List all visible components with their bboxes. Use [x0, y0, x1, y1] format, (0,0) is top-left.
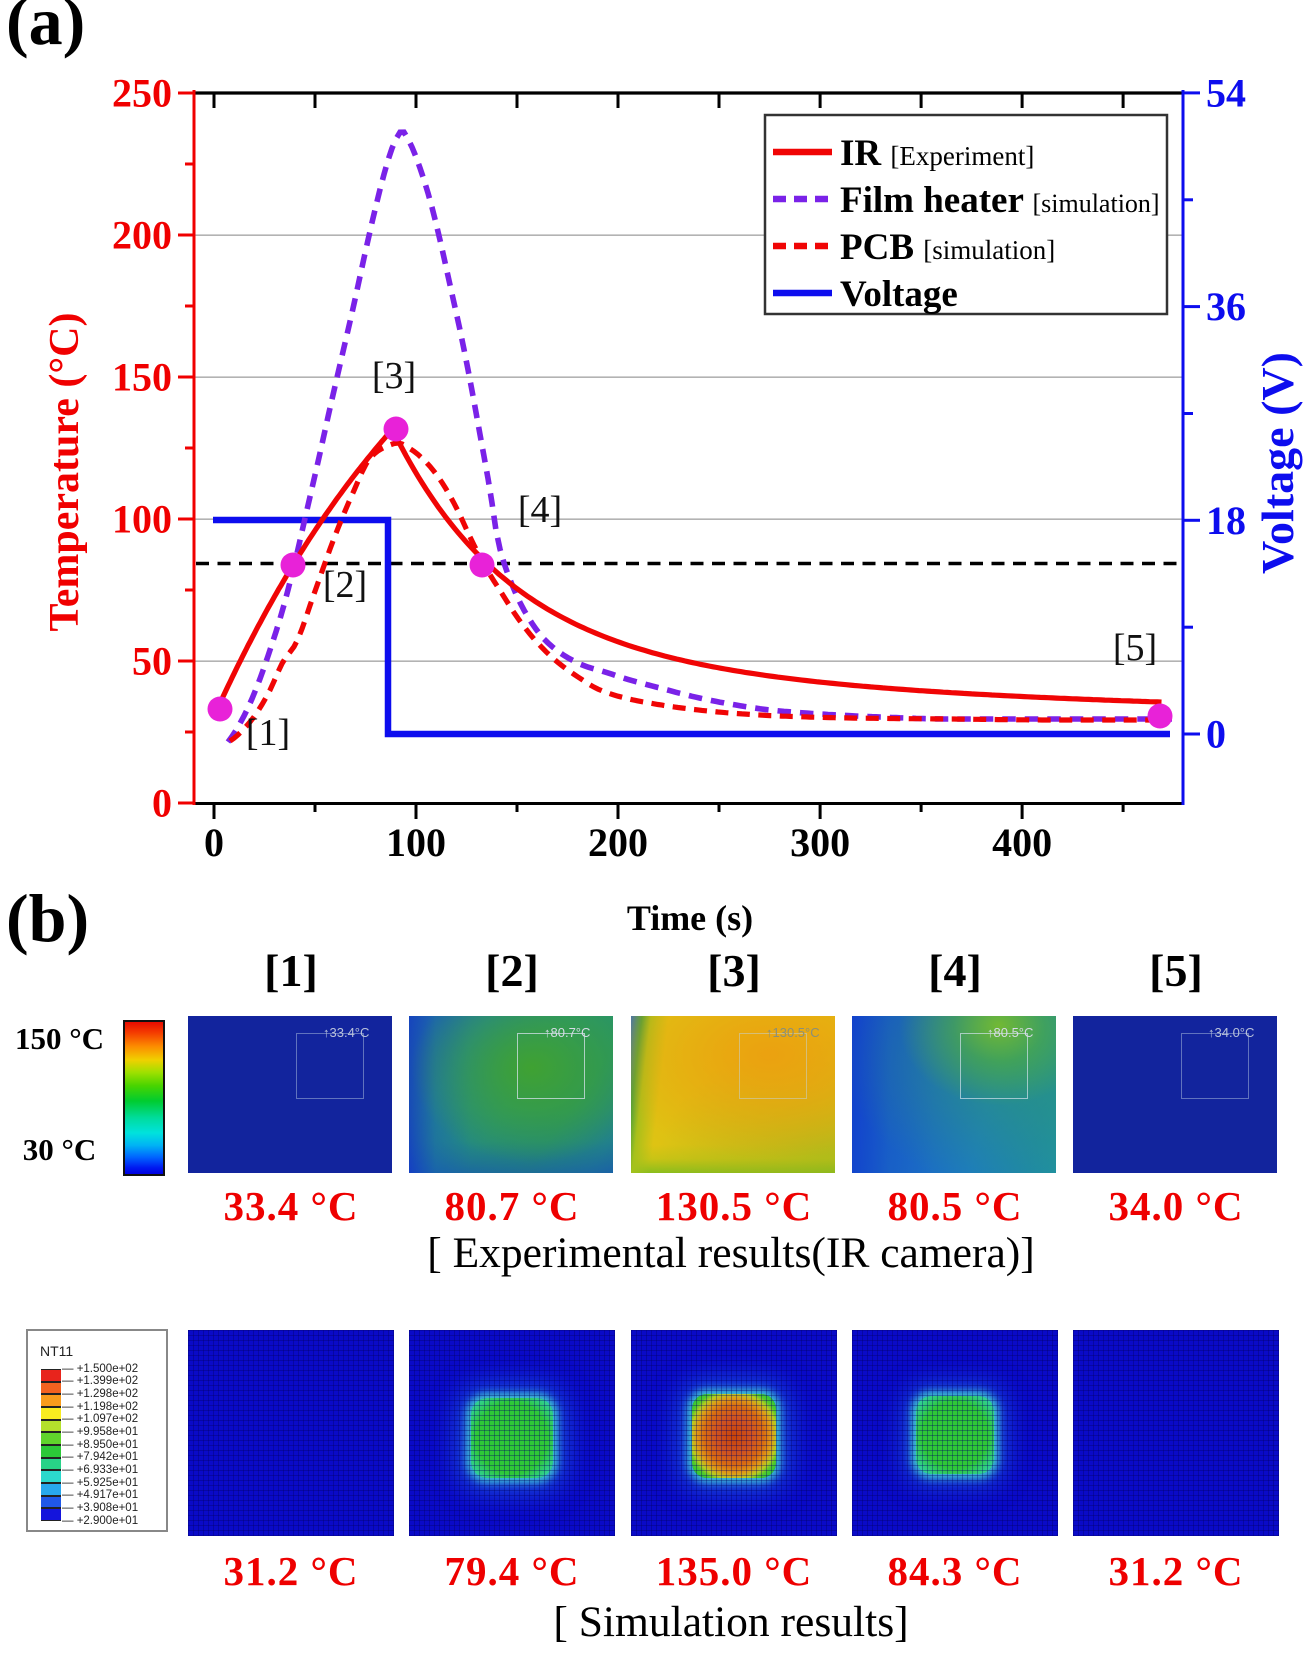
svg-text:Temperature (°C): Temperature (°C)	[42, 313, 88, 632]
svg-text:[4]: [4]	[518, 489, 562, 531]
svg-text:300: 300	[790, 820, 850, 865]
svg-text:400: 400	[992, 820, 1052, 865]
svg-text:200: 200	[588, 820, 648, 865]
svg-text:54: 54	[1206, 70, 1246, 115]
svg-text:100: 100	[386, 820, 446, 865]
svg-text:200: 200	[112, 213, 172, 258]
svg-text:150: 150	[112, 355, 172, 400]
svg-text:[5]: [5]	[1113, 627, 1157, 669]
svg-text:Time (s): Time (s)	[627, 898, 753, 938]
svg-text:0: 0	[1206, 712, 1226, 757]
svg-text:(a): (a)	[6, 0, 85, 59]
svg-text:[3]: [3]	[372, 355, 416, 397]
svg-text:0: 0	[152, 781, 172, 826]
svg-text:[2]: [2]	[323, 564, 367, 606]
svg-text:100: 100	[112, 497, 172, 542]
svg-text:[1]: [1]	[246, 712, 290, 754]
svg-text:0: 0	[204, 820, 224, 865]
svg-text:Voltage (V): Voltage (V)	[1252, 352, 1303, 574]
svg-text:250: 250	[112, 71, 172, 116]
svg-text:18: 18	[1206, 498, 1246, 543]
svg-text:50: 50	[132, 639, 172, 684]
svg-text:Voltage: Voltage	[840, 274, 958, 315]
svg-text:36: 36	[1206, 284, 1246, 329]
